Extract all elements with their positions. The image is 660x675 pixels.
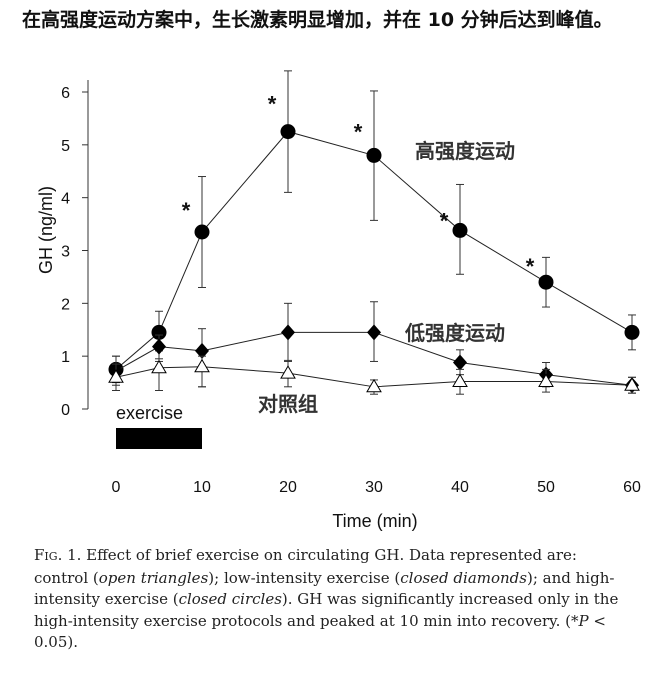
caption-segment: ); and high-intensity exercise ( <box>34 568 615 609</box>
data-point-circle <box>280 124 296 140</box>
y-tick-label: 1 <box>61 349 70 366</box>
y-tick-label: 3 <box>61 244 70 261</box>
data-point-triangle <box>624 377 640 391</box>
data-point-circle <box>151 324 167 340</box>
x-tick-label: 60 <box>623 479 641 496</box>
x-tick-label: 0 <box>112 479 121 496</box>
data-point-diamond <box>453 354 467 371</box>
data-point-circle <box>538 274 554 290</box>
data-point-circle <box>452 222 468 238</box>
series-line <box>115 366 633 388</box>
data-point-diamond <box>195 342 209 359</box>
x-axis-label: Time (min) <box>332 511 417 531</box>
data-point-triangle <box>151 359 167 374</box>
data-point-circle <box>366 147 382 163</box>
caption-segment: ); low-intensity exercise ( <box>208 568 401 587</box>
significance-star: * <box>182 198 191 223</box>
data-point-triangle <box>538 373 554 388</box>
caption-segment: P <box>578 611 589 630</box>
data-point-circle <box>624 324 640 340</box>
x-tick-label: 40 <box>451 479 469 496</box>
series-label: 对照组 <box>258 392 318 416</box>
series-line <box>115 131 633 370</box>
caption-segment: closed diamonds <box>400 568 527 587</box>
significance-star: * <box>268 92 277 117</box>
significance-star: * <box>526 254 535 279</box>
y-axis-label: GH (ng/ml) <box>36 186 56 274</box>
y-tick-label: 2 <box>61 296 70 313</box>
significance-star: * <box>354 119 363 144</box>
data-point-diamond <box>367 324 381 341</box>
caption-segment: IG <box>44 550 58 563</box>
data-point-circle <box>194 224 210 240</box>
x-tick-label: 50 <box>537 479 555 496</box>
x-tick-label: 20 <box>279 479 297 496</box>
data-point-diamond <box>281 324 295 341</box>
caption-segment: . 1. Effect of brief exercise on circula… <box>34 546 577 587</box>
data-point-triangle <box>280 365 296 379</box>
y-tick-label: 5 <box>61 138 70 155</box>
data-point-triangle <box>452 373 468 388</box>
caption-segment: ). GH was significantly increased only i… <box>34 590 619 630</box>
caption-segment: < 0.05). <box>34 611 606 652</box>
chart-title: 在高强度运动方案中，生长激素明显增加，并在 10 分钟后达到峰值。 <box>22 9 613 31</box>
exercise-label: exercise <box>116 403 183 423</box>
significance-star: * <box>440 208 449 233</box>
y-tick-label: 6 <box>61 85 70 102</box>
figure-caption: FIG. 1. Effect of brief exercise on circ… <box>34 545 634 654</box>
series-label: 低强度运动 <box>404 321 505 345</box>
y-tick-label: 0 <box>61 402 70 419</box>
x-tick-label: 30 <box>365 479 383 496</box>
data-point-triangle <box>194 358 210 373</box>
x-tick-label: 10 <box>193 479 211 496</box>
data-point-triangle <box>108 369 124 383</box>
caption-segment: open triangles <box>98 568 209 587</box>
y-tick-label: 4 <box>61 191 70 208</box>
caption-segment: F <box>34 546 45 564</box>
exercise-period-bar <box>116 428 202 449</box>
series-label: 高强度运动 <box>415 139 515 163</box>
data-point-triangle <box>366 378 382 393</box>
caption-segment: closed circles <box>178 590 282 608</box>
data-point-diamond <box>152 338 166 355</box>
series-line <box>115 331 633 386</box>
